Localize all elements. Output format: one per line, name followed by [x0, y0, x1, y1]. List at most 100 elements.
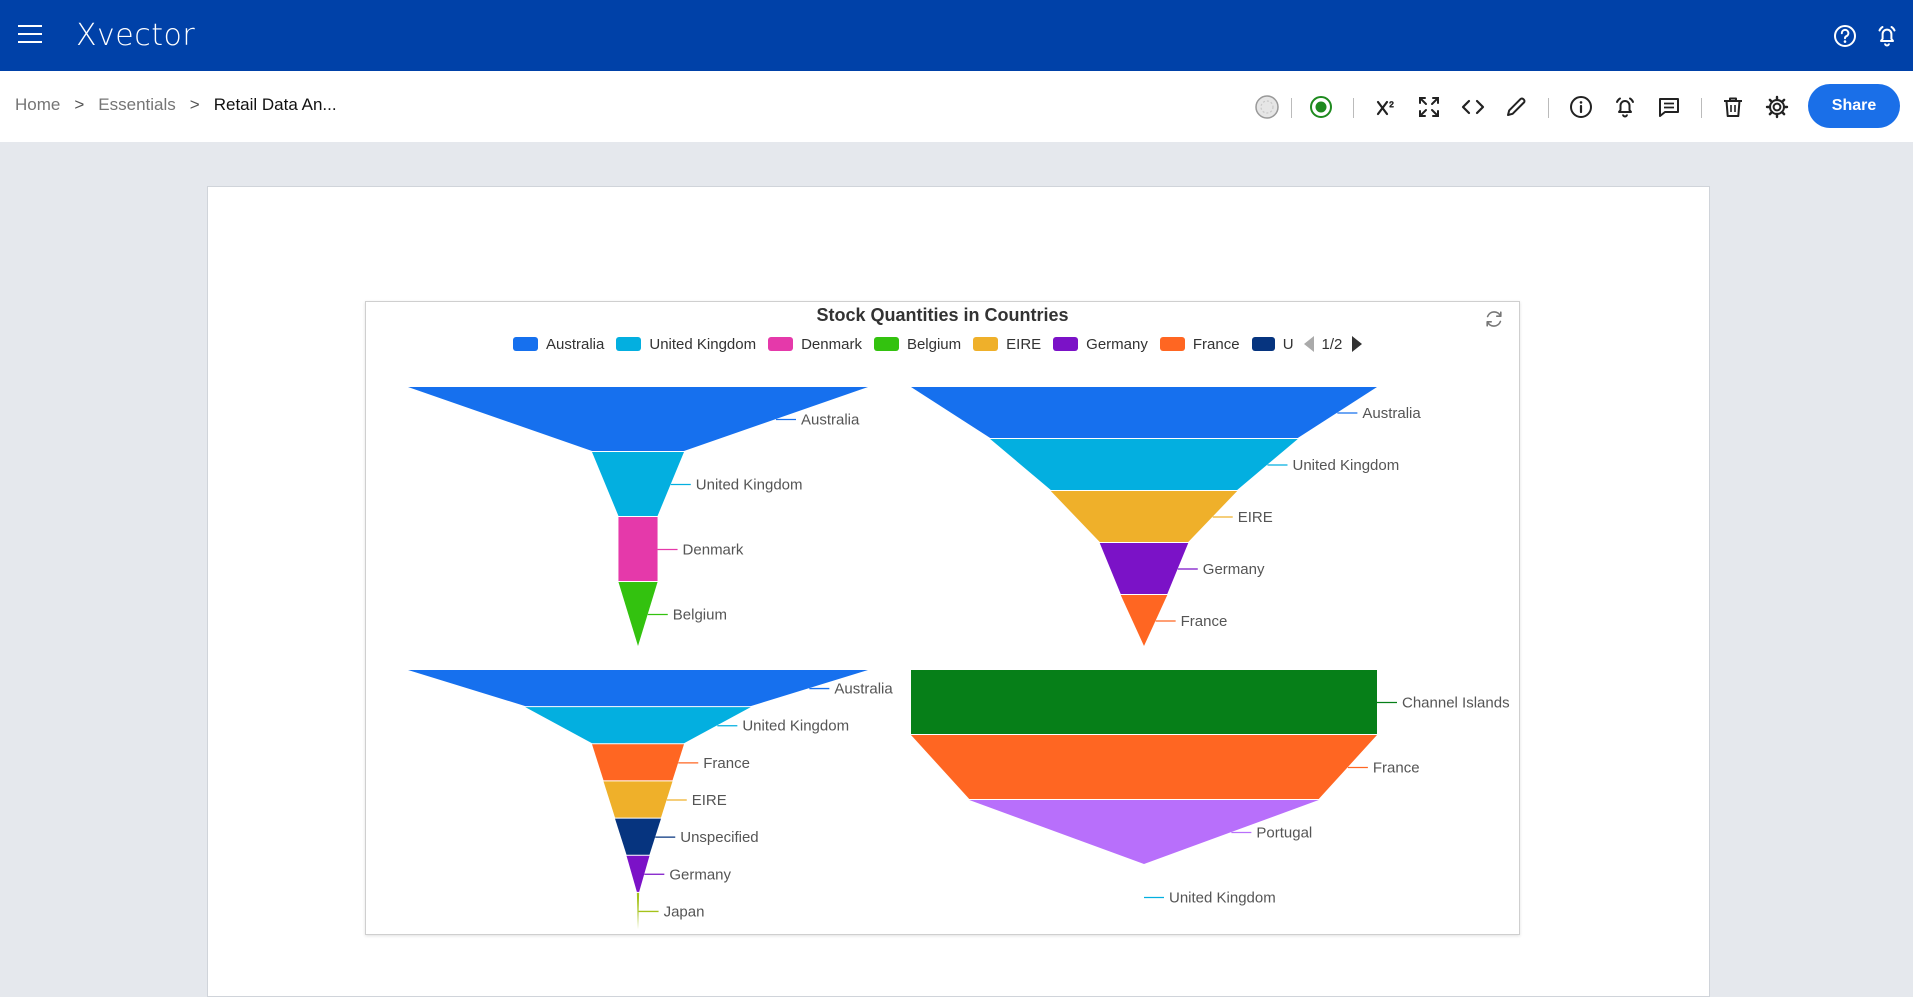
comment-icon[interactable] [1655, 93, 1683, 121]
legend-item-unspecified[interactable]: U [1251, 335, 1294, 353]
legend-label: Australia [546, 335, 605, 353]
funnel-label-united-kingdom: United Kingdom [1292, 457, 1399, 474]
legend-swatch [973, 337, 999, 351]
funnel-segment-australia[interactable] [911, 387, 1377, 438]
legend-page-indicator: 1/2 [1321, 335, 1343, 353]
funnel-3: Australia United Kingdom France EIRE Unspeci… [408, 670, 893, 929]
refresh-icon[interactable] [1483, 308, 1505, 330]
legend-item-united-kingdom[interactable]: United Kingdom [616, 336, 756, 353]
funnel-segment-france[interactable] [911, 735, 1377, 799]
top-navigation-bar: Xvector [0, 0, 1913, 71]
settings-icon[interactable] [1763, 93, 1791, 121]
hamburger-icon[interactable] [18, 25, 42, 45]
legend-prev-arrow-icon[interactable] [1303, 336, 1314, 352]
funnel-label-unspecified: Unspecified [680, 829, 758, 846]
toolbar-divider [1548, 98, 1549, 118]
fullscreen-icon[interactable] [1415, 93, 1443, 121]
funnel-segment-australia[interactable] [408, 670, 868, 707]
legend-item-denmark[interactable]: Denmark [768, 336, 862, 353]
funnel-segment-belgium[interactable] [618, 582, 658, 646]
funnel-label-germany: Germany [1203, 561, 1265, 578]
status-icon[interactable] [1253, 93, 1281, 121]
funnel-segment-germany[interactable] [1099, 543, 1189, 594]
funnel-label-portugal: Portugal [1256, 825, 1312, 842]
funnel-segment-australia[interactable] [408, 387, 868, 451]
legend-label: United Kingdom [649, 335, 757, 353]
legend-swatch [1053, 337, 1079, 351]
legend-item-australia[interactable]: Australia [513, 336, 604, 353]
funnel-segment-portugal[interactable] [969, 800, 1319, 864]
bell-icon[interactable] [1873, 22, 1901, 50]
delete-icon[interactable] [1719, 93, 1747, 121]
legend-label: Denmark [801, 335, 862, 353]
funnel-label-channel-islands: Channel Islands [1402, 695, 1510, 712]
funnel-segment-eire[interactable] [603, 781, 673, 818]
legend-swatch [768, 337, 794, 351]
funnel-segment-eire[interactable] [1050, 491, 1238, 542]
chart-title: Stock Quantities in Countries [816, 305, 1069, 325]
breadcrumb-current-page: Retail Data An... [213, 95, 337, 114]
info-icon[interactable] [1567, 93, 1595, 121]
funnel-2: Australia United Kingdom EIRE Germany France [911, 387, 1421, 646]
alert-icon[interactable] [1611, 93, 1639, 121]
share-button[interactable]: Share [1808, 84, 1900, 128]
legend-swatch [1159, 337, 1185, 351]
funnel-segment-france[interactable] [1120, 595, 1168, 646]
toolbar-divider [1291, 98, 1292, 118]
funnel-label-germany: Germany [669, 866, 731, 883]
legend-next-arrow-icon[interactable] [1352, 336, 1363, 352]
legend-swatch [513, 337, 538, 351]
help-icon[interactable] [1831, 22, 1859, 50]
funnel-label-united-kingdom: United Kingdom [696, 477, 803, 494]
funnel-label-eire: EIRE [692, 792, 727, 809]
funnel-segment-denmark[interactable] [618, 517, 658, 581]
legend-item-france[interactable]: France [1159, 335, 1240, 353]
record-icon[interactable] [1307, 93, 1335, 121]
toolbar-divider [1353, 98, 1354, 118]
toolbar-divider [1701, 98, 1702, 118]
legend-swatch [1251, 337, 1275, 351]
chart-legend: Australia United Kingdom Denmark Belgium… [513, 334, 1363, 354]
funnel-1: Australia United Kingdom Denmark Belgium [408, 387, 868, 646]
funnel-label-australia: Australia [1362, 405, 1421, 422]
funnel-label-france: France [1373, 760, 1420, 777]
funnel-segment-unspecified[interactable] [615, 818, 661, 855]
funnel-segment-japan[interactable] [636, 892, 640, 929]
legend-swatch [873, 337, 899, 351]
legend-item-eire[interactable]: EIRE [973, 336, 1041, 353]
legend-label: Germany [1086, 335, 1148, 353]
funnel-segment-germany[interactable] [626, 855, 650, 892]
legend-swatch [616, 337, 642, 351]
legend-label: Belgium [906, 335, 962, 353]
funnel-label-australia: Australia [801, 412, 860, 429]
funnel-segment-united-kingdom[interactable] [592, 452, 684, 516]
legend-item-belgium[interactable]: Belgium [873, 335, 962, 353]
breadcrumb-home[interactable]: Home [15, 95, 61, 114]
funnel-label-united-kingdom: United Kingdom [1169, 890, 1276, 907]
funnel-label-france: France [1181, 613, 1228, 630]
legend-item-germany[interactable]: Germany [1053, 336, 1148, 353]
funnel-segment-france[interactable] [592, 744, 684, 781]
breadcrumb-essentials[interactable]: Essentials [98, 95, 176, 114]
funnel-segment-united-kingdom[interactable] [990, 439, 1298, 490]
funnel-chart-widget[interactable]: Stock Quantities in Countries Australia … [365, 301, 1520, 935]
funnel-4: Channel Islands France Portugal United King… [911, 670, 1510, 907]
funnel-segment-channel-islands[interactable] [911, 670, 1377, 734]
superscript-icon[interactable] [1372, 93, 1400, 121]
breadcrumb-separator: > [74, 95, 85, 114]
legend-label: U [1282, 335, 1294, 353]
code-icon[interactable] [1459, 93, 1487, 121]
app-logo[interactable]: Xvector [76, 18, 196, 53]
legend-label: France [1192, 335, 1240, 353]
funnel-label-denmark: Denmark [683, 542, 744, 559]
funnel-label-japan: Japan [664, 903, 705, 920]
funnel-label-france: France [703, 755, 750, 772]
funnel-label-australia: Australia [834, 681, 893, 698]
breadcrumb: Home > Essentials > Retail Data An... [15, 95, 337, 115]
edit-icon[interactable] [1502, 93, 1530, 121]
funnel-label-belgium: Belgium [673, 607, 727, 624]
breadcrumb-separator: > [189, 95, 200, 114]
legend-label: EIRE [1006, 335, 1042, 353]
funnel-segment-united-kingdom[interactable] [525, 707, 751, 744]
